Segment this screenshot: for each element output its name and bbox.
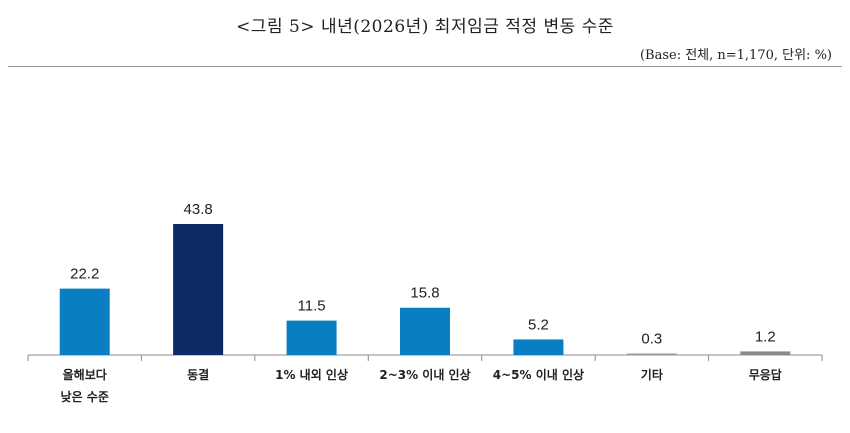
- bar: [513, 339, 564, 355]
- chart-title: <그림 5> 내년(2026년) 최저임금 적정 변동 수준: [236, 17, 614, 37]
- category-label: 2~3% 이내 인상: [379, 367, 470, 382]
- category-label: 동결: [187, 367, 209, 382]
- data-label: 5.2: [528, 316, 549, 333]
- data-label: 0.3: [641, 331, 662, 348]
- data-label: 43.8: [184, 201, 213, 218]
- category-label: 올해보다: [63, 367, 107, 382]
- title-divider: [8, 66, 842, 67]
- category-label: 낮은 수준: [61, 389, 109, 404]
- bar: [400, 307, 450, 355]
- bar: [286, 320, 337, 355]
- category-label: 무응답: [749, 367, 782, 382]
- chart-subtitle: (Base: 전체, n=1,170, 단위: %): [639, 48, 832, 63]
- category-label: 기타: [641, 367, 663, 382]
- data-label: 22.2: [70, 266, 99, 283]
- data-label: 15.8: [410, 285, 439, 302]
- data-label: 1.2: [755, 328, 776, 345]
- category-label: 4~5% 이내 인상: [493, 367, 584, 382]
- bar: [173, 224, 224, 355]
- bar: [626, 353, 677, 355]
- data-label: 11.5: [298, 298, 326, 315]
- bar: [59, 288, 110, 355]
- bar: [740, 351, 791, 355]
- category-label: 1% 내외 인상: [275, 367, 348, 382]
